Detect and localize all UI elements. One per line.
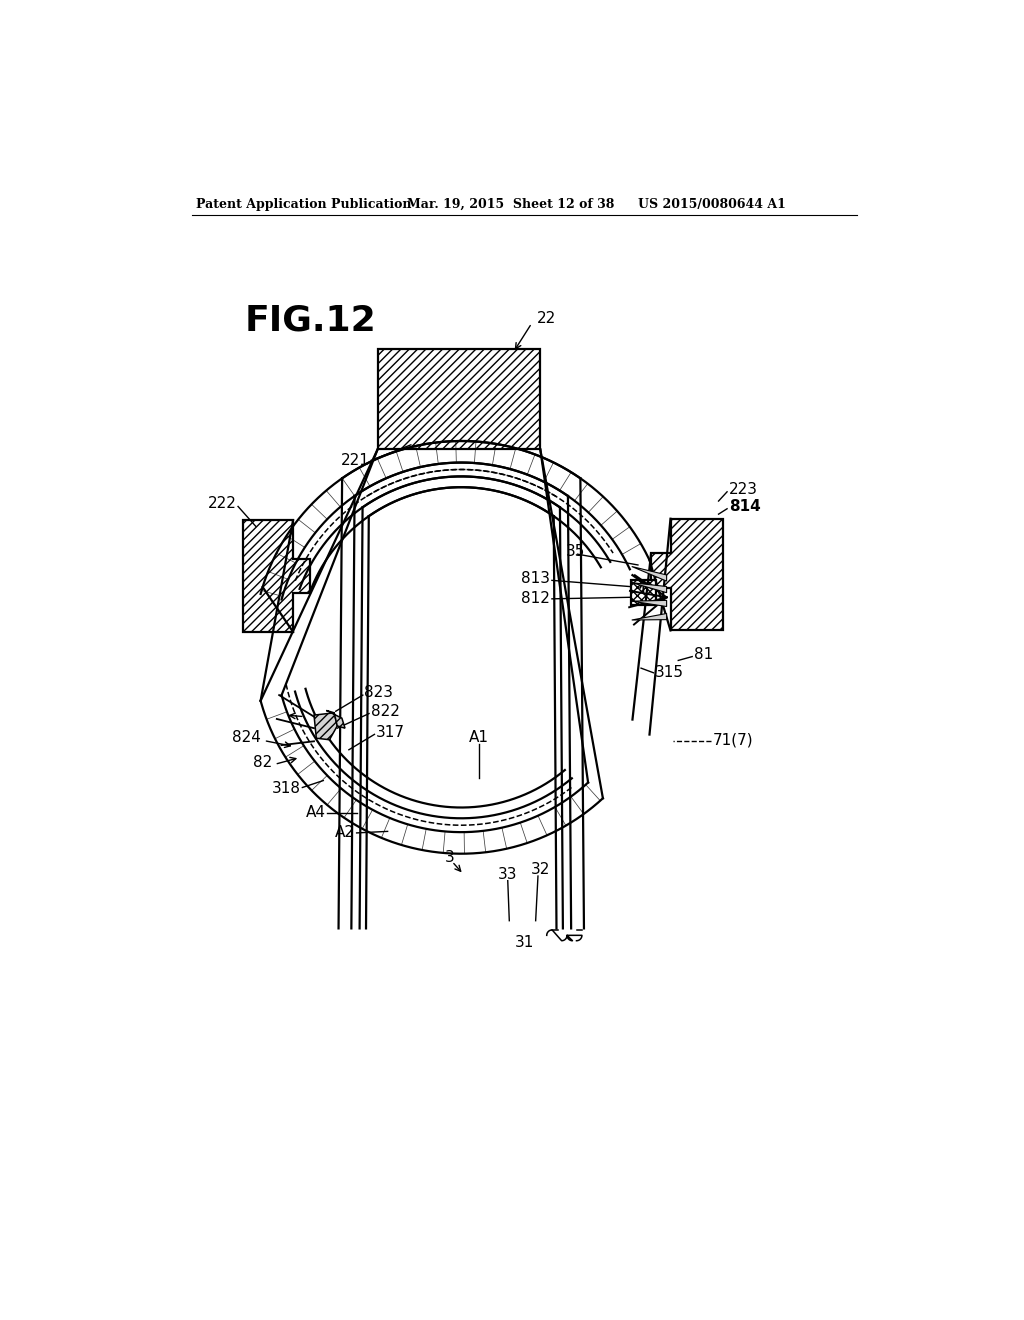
Polygon shape bbox=[378, 350, 541, 449]
Text: Mar. 19, 2015  Sheet 12 of 38: Mar. 19, 2015 Sheet 12 of 38 bbox=[407, 198, 614, 211]
Polygon shape bbox=[631, 581, 655, 605]
Text: 71(7): 71(7) bbox=[713, 733, 754, 747]
Text: A2: A2 bbox=[335, 825, 355, 841]
Text: 814: 814 bbox=[729, 499, 761, 513]
Text: 222: 222 bbox=[208, 496, 237, 511]
Text: 823: 823 bbox=[365, 685, 393, 701]
Text: 812: 812 bbox=[521, 591, 550, 606]
Text: 22: 22 bbox=[538, 312, 556, 326]
Text: 824: 824 bbox=[232, 730, 261, 744]
Text: 33: 33 bbox=[498, 867, 517, 882]
Text: Patent Application Publication: Patent Application Publication bbox=[197, 198, 412, 211]
Text: 221: 221 bbox=[341, 453, 370, 467]
Text: 315: 315 bbox=[655, 665, 684, 680]
Text: FIG.12: FIG.12 bbox=[245, 304, 376, 337]
Text: US 2015/0080644 A1: US 2015/0080644 A1 bbox=[638, 198, 785, 211]
Text: 822: 822 bbox=[371, 704, 399, 719]
Text: 223: 223 bbox=[729, 482, 758, 498]
Text: 3: 3 bbox=[444, 850, 455, 865]
Text: 318: 318 bbox=[271, 780, 301, 796]
Text: 81: 81 bbox=[693, 647, 713, 661]
Polygon shape bbox=[632, 614, 667, 620]
Polygon shape bbox=[314, 713, 337, 739]
Polygon shape bbox=[243, 520, 310, 632]
Text: A1: A1 bbox=[469, 730, 489, 744]
Polygon shape bbox=[632, 601, 667, 607]
Polygon shape bbox=[632, 566, 667, 581]
Text: 32: 32 bbox=[530, 862, 550, 878]
Text: 31: 31 bbox=[514, 935, 534, 950]
Polygon shape bbox=[632, 582, 667, 593]
Polygon shape bbox=[327, 710, 345, 729]
Text: 317: 317 bbox=[376, 725, 406, 741]
Text: 813: 813 bbox=[521, 570, 550, 586]
Text: 35: 35 bbox=[566, 544, 586, 558]
Text: 82: 82 bbox=[253, 755, 272, 771]
Text: A4: A4 bbox=[305, 805, 326, 821]
Polygon shape bbox=[651, 519, 723, 631]
